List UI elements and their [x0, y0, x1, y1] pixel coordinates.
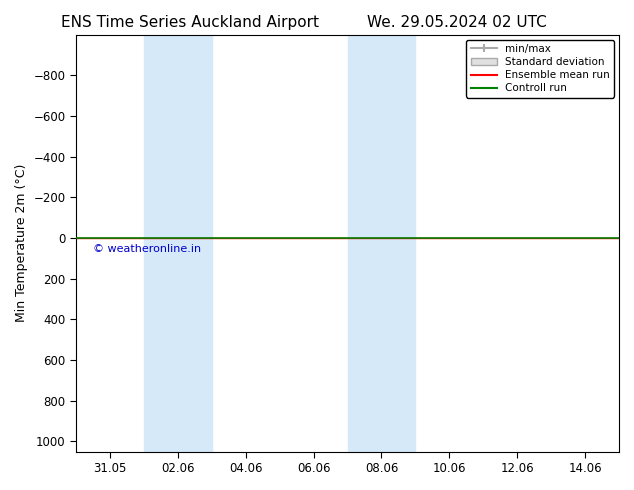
Bar	[144, 35, 212, 452]
Legend: min/max, Standard deviation, Ensemble mean run, Controll run: min/max, Standard deviation, Ensemble me…	[467, 40, 614, 98]
Y-axis label: Min Temperature 2m (°C): Min Temperature 2m (°C)	[15, 164, 28, 322]
Bar	[347, 35, 415, 452]
Text: We. 29.05.2024 02 UTC: We. 29.05.2024 02 UTC	[366, 15, 547, 30]
Text: © weatheronline.in: © weatheronline.in	[93, 244, 201, 254]
Text: ENS Time Series Auckland Airport: ENS Time Series Auckland Airport	[61, 15, 319, 30]
